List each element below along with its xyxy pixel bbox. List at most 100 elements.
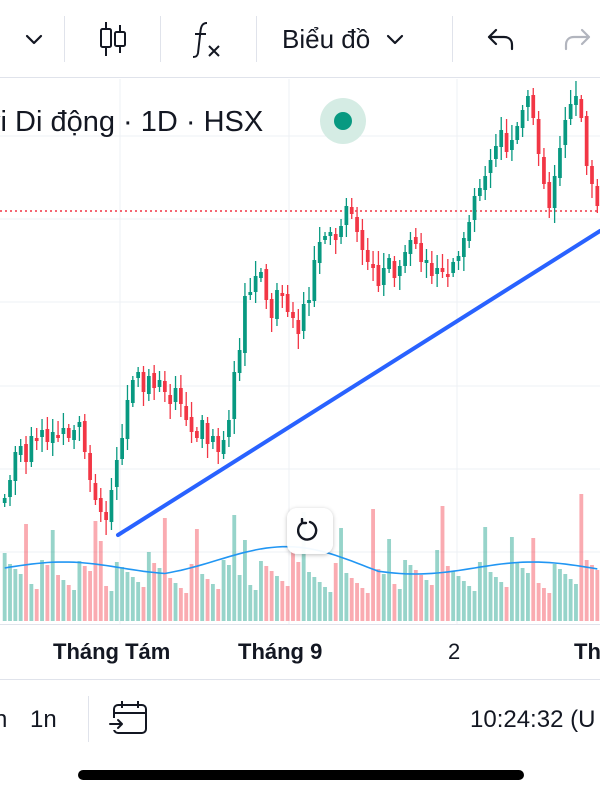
volume-bar [355, 583, 359, 621]
candle [488, 149, 493, 188]
candle [408, 232, 413, 266]
candle [195, 427, 199, 442]
candle [40, 419, 44, 452]
volume-bar [477, 562, 482, 621]
volume-bar [403, 560, 408, 621]
volume-bar [2, 553, 7, 621]
volume-bar [136, 582, 141, 621]
candle [285, 285, 290, 317]
home-indicator [78, 770, 524, 780]
candle [259, 268, 263, 282]
candle [461, 232, 466, 271]
volume-bars [2, 494, 600, 621]
volume-bar [50, 530, 55, 621]
volume-bar [216, 589, 221, 621]
interval-option-1n[interactable]: 1n [30, 706, 57, 733]
volume-bar [307, 572, 311, 621]
candle [360, 219, 365, 265]
candle [93, 474, 98, 505]
candle [253, 261, 258, 303]
volume-bar [82, 566, 87, 621]
volume-bar [509, 537, 514, 621]
volume-bar [435, 550, 440, 621]
candle [114, 447, 119, 500]
time-axis[interactable]: Tháng Tám Tháng 9 2 Th [0, 624, 600, 678]
chart-style-button[interactable] [90, 14, 136, 64]
volume-bar [18, 574, 23, 621]
candle [18, 439, 23, 462]
redo-button[interactable] [556, 14, 600, 64]
volume-bar [568, 579, 573, 621]
volume-bar [232, 515, 237, 621]
candle [547, 172, 552, 218]
candle [29, 427, 34, 467]
volume-bar [189, 564, 194, 621]
volume-bar [328, 592, 333, 621]
trendline[interactable] [116, 229, 600, 537]
symbol-info: vi Di động · 1D · HSX [0, 105, 264, 138]
volume-bar [590, 565, 594, 621]
volume-bar [499, 582, 504, 621]
clock-timezone[interactable]: 10:24:32 (U [470, 706, 596, 733]
volume-bar [210, 584, 215, 621]
candle [467, 215, 472, 248]
chart-type-button[interactable]: Biểu đồ [282, 14, 422, 64]
volume-bar [349, 578, 354, 621]
candle [200, 415, 205, 448]
volume-bar [419, 575, 424, 621]
undo-button[interactable] [478, 14, 522, 64]
candle [264, 264, 269, 309]
go-to-date-button[interactable] [108, 698, 152, 738]
volume-bar [168, 578, 173, 621]
symbol-dropdown-button[interactable] [14, 14, 54, 64]
volume-bar [109, 591, 114, 621]
candle [339, 219, 343, 244]
volume-bar [515, 563, 520, 621]
candle [120, 424, 125, 465]
candle [445, 259, 450, 287]
candle [440, 254, 445, 278]
candle [413, 228, 418, 249]
candle [82, 414, 87, 459]
volume-bar [579, 494, 584, 621]
volume-bar [451, 571, 456, 621]
candle [109, 478, 114, 530]
candlestick-icon [100, 22, 126, 56]
price-chart[interactable] [0, 79, 600, 624]
candle [568, 90, 573, 125]
candle [77, 416, 82, 441]
volume-bar [456, 576, 461, 621]
candle [590, 160, 594, 198]
market-status-indicator[interactable] [320, 98, 366, 144]
candle [429, 251, 434, 284]
volume-bar [413, 570, 418, 621]
reset-chart-button[interactable] [287, 508, 333, 554]
candle [579, 95, 584, 122]
candle [45, 417, 50, 450]
volume-bar [595, 570, 600, 621]
volume-bar [317, 582, 322, 621]
candle [499, 117, 504, 160]
volume-bar [376, 569, 381, 621]
interval-option[interactable]: n [0, 706, 8, 733]
symbol-legend[interactable]: vi Di động · 1D · HSX [0, 104, 263, 140]
candle [536, 111, 541, 166]
toolbar-divider [160, 16, 161, 62]
volume-bar [344, 573, 349, 621]
candle [371, 251, 375, 281]
candle [56, 421, 60, 442]
candle [88, 445, 92, 492]
indicators-button[interactable] [184, 14, 230, 64]
toolbar-divider [256, 16, 257, 62]
volume-bar [237, 575, 242, 621]
candle [141, 366, 146, 406]
chart-area[interactable] [0, 79, 600, 624]
volume-bar [574, 584, 578, 621]
volume-bar [173, 583, 178, 621]
candle [451, 258, 456, 277]
volume-bar [467, 586, 472, 621]
volume-bar [200, 574, 205, 621]
candle [66, 424, 71, 442]
indicators-fx-icon [192, 22, 220, 58]
volume-bar [483, 527, 488, 621]
